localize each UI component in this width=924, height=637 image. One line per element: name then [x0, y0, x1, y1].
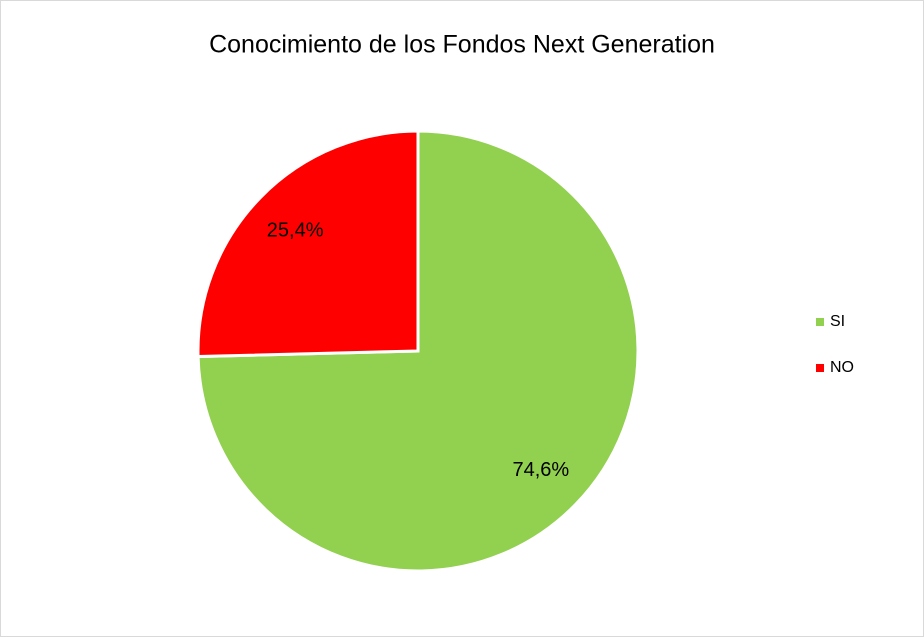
legend-swatch [816, 318, 824, 326]
legend-label: NO [830, 359, 854, 376]
legend-label: SI [830, 313, 845, 330]
pie-slice [196, 129, 420, 359]
data-label: 74,6% [512, 459, 569, 481]
legend-swatch [816, 364, 824, 372]
data-label: 25,4% [267, 219, 324, 241]
chart-title: Conocimiento de los Fondos Next Generati… [209, 31, 715, 59]
